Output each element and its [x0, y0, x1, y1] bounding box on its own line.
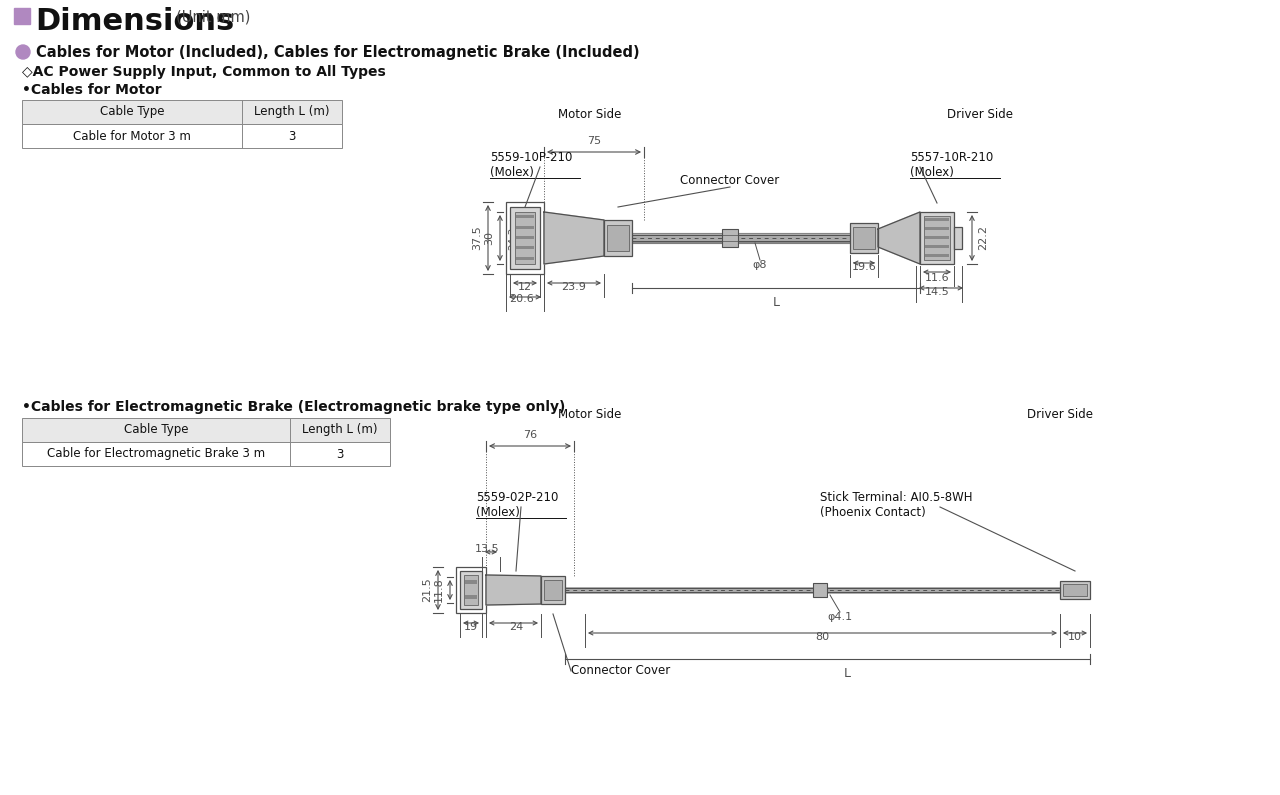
Text: (Unit mm): (Unit mm) [177, 10, 251, 25]
Text: 13.5: 13.5 [475, 544, 499, 554]
Text: Stick Terminal: AI0.5-8WH
(Phoenix Contact): Stick Terminal: AI0.5-8WH (Phoenix Conta… [820, 491, 973, 519]
Bar [515, 212, 535, 264]
Text: Motor Side: Motor Side [558, 409, 622, 421]
Text: 11.6: 11.6 [924, 273, 950, 283]
Text: 21.5: 21.5 [422, 578, 433, 603]
Text: 11.8: 11.8 [434, 578, 444, 603]
Text: 19.6: 19.6 [851, 262, 877, 272]
Text: 30: 30 [484, 231, 494, 245]
Bar [925, 227, 948, 231]
Text: 3: 3 [288, 130, 296, 142]
Polygon shape [878, 212, 920, 264]
Bar [456, 567, 486, 613]
Text: 22.2: 22.2 [978, 226, 988, 250]
Bar [604, 220, 632, 256]
Text: Cable for Motor 3 m: Cable for Motor 3 m [73, 130, 191, 142]
Bar [607, 225, 628, 251]
Circle shape [15, 45, 29, 59]
Text: 5559-10P-210
(Molex): 5559-10P-210 (Molex) [490, 151, 572, 179]
Text: 80: 80 [815, 632, 829, 642]
Bar [465, 580, 477, 584]
Text: 37.5: 37.5 [472, 226, 483, 250]
Text: 20.6: 20.6 [508, 294, 534, 304]
Bar [14, 8, 29, 24]
Bar [22, 442, 390, 466]
Text: L: L [844, 667, 851, 680]
Text: 5559-02P-210
(Molex): 5559-02P-210 (Molex) [476, 491, 558, 519]
Text: 19: 19 [463, 622, 477, 632]
Text: 5557-10R-210
(Molex): 5557-10R-210 (Molex) [910, 151, 993, 179]
Bar [1062, 584, 1087, 596]
Text: Motor Side: Motor Side [558, 108, 622, 122]
Text: φ4.1: φ4.1 [827, 612, 852, 622]
Text: 3: 3 [337, 448, 344, 460]
Text: 23.9: 23.9 [562, 282, 586, 292]
Bar [852, 227, 876, 249]
Text: Cable Type: Cable Type [124, 424, 188, 436]
Bar [850, 223, 878, 253]
Text: Length L (m): Length L (m) [302, 424, 378, 436]
Bar [544, 580, 562, 600]
Bar [954, 227, 963, 249]
Bar [925, 236, 948, 239]
Bar [925, 219, 948, 221]
Polygon shape [544, 212, 604, 264]
Text: φ8: φ8 [753, 260, 767, 270]
Bar [465, 575, 477, 605]
Bar [22, 418, 390, 442]
Text: 10: 10 [1068, 632, 1082, 642]
Text: •Cables for Electromagnetic Brake (Electromagnetic brake type only): •Cables for Electromagnetic Brake (Elect… [22, 400, 566, 414]
Text: Cables for Motor (Included), Cables for Electromagnetic Brake (Included): Cables for Motor (Included), Cables for … [36, 45, 640, 60]
Text: •Cables for Motor: •Cables for Motor [22, 83, 161, 97]
Text: 76: 76 [524, 430, 538, 440]
Text: Connector Cover: Connector Cover [681, 174, 780, 187]
Text: Length L (m): Length L (m) [255, 106, 330, 118]
Bar [920, 212, 954, 264]
Bar [516, 226, 534, 229]
Bar [924, 216, 950, 260]
Text: Driver Side: Driver Side [947, 108, 1012, 122]
Text: Cable for Electromagnetic Brake 3 m: Cable for Electromagnetic Brake 3 m [47, 448, 265, 460]
Text: Driver Side: Driver Side [1027, 409, 1093, 421]
Bar [460, 571, 483, 609]
Bar [813, 583, 827, 597]
Text: 24.3: 24.3 [508, 227, 518, 250]
Bar [516, 257, 534, 260]
Text: 24: 24 [509, 622, 524, 632]
Bar [722, 229, 739, 247]
Text: 75: 75 [588, 136, 602, 146]
Bar [516, 215, 534, 218]
Bar [506, 202, 544, 274]
Bar [465, 595, 477, 599]
Bar [516, 246, 534, 250]
Polygon shape [486, 575, 541, 605]
Text: 12: 12 [518, 282, 532, 292]
Text: Connector Cover: Connector Cover [571, 665, 671, 677]
Bar [1060, 581, 1091, 599]
Text: Cable Type: Cable Type [100, 106, 164, 118]
Bar [22, 100, 342, 124]
Bar [541, 576, 564, 604]
Bar [925, 245, 948, 248]
Text: L: L [773, 296, 780, 309]
Bar [509, 207, 540, 269]
Text: 14.5: 14.5 [924, 287, 950, 297]
Bar [22, 124, 342, 148]
Bar [925, 254, 948, 257]
Text: ◇AC Power Supply Input, Common to All Types: ◇AC Power Supply Input, Common to All Ty… [22, 65, 385, 79]
Bar [516, 236, 534, 239]
Text: Dimensions: Dimensions [35, 7, 234, 36]
